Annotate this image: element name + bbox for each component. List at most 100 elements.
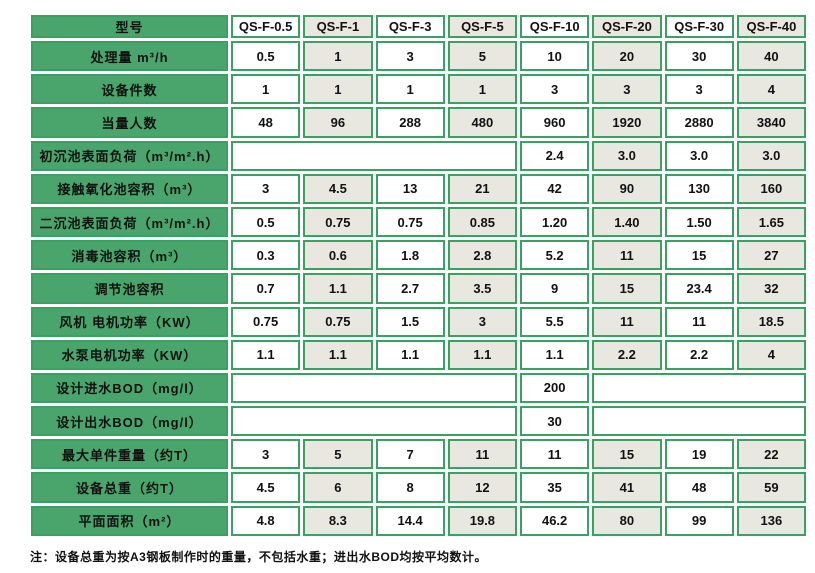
spec-cell: [231, 406, 517, 437]
model-header: QS-F-20: [592, 15, 662, 38]
spec-cell: 5: [303, 439, 373, 470]
spec-cell: 3: [375, 41, 445, 72]
spec-cell: 80: [592, 505, 662, 536]
table-row: 平面面积（m²） 4.8 8.3 14.4 19.8 46.2 80 99 136: [31, 505, 806, 536]
spec-cell: 96: [303, 107, 373, 138]
spec-table: 型号 QS-F-0.5 QS-F-1 QS-F-3 QS-F-5 QS-F-10 QS-F-…: [28, 12, 809, 539]
row-label: 设备总重（约T）: [31, 472, 228, 503]
row-label: 二沉池表面负荷（m³/m².h）: [31, 206, 228, 238]
row-label: 消毒池容积（m³）: [31, 240, 228, 271]
row-label: 风机 电机功率（KW）: [31, 306, 228, 337]
spec-cell: 0.6: [303, 240, 373, 271]
spec-cell: 14.4: [375, 505, 445, 536]
table-row: 设备总重（约T） 4.5 6 8 12 35 41 48 59: [31, 472, 806, 503]
row-label: 处理量 m³/h: [31, 41, 228, 72]
model-header: QS-F-30: [664, 15, 734, 38]
spec-cell: 20: [592, 41, 662, 72]
spec-cell: 4.8: [231, 505, 301, 536]
spec-cell: 1.8: [375, 240, 445, 271]
footnote: 注：设备总重为按A3钢板制作时的重量，不包括水重；进出水BOD均按平均数计。: [30, 550, 488, 564]
spec-cell: 3: [231, 439, 301, 470]
spec-cell: 11: [592, 306, 662, 337]
spec-cell: 1.65: [736, 206, 806, 238]
row-label: 当量人数: [31, 107, 228, 138]
table-row: 接触氧化池容积（m³） 3 4.5 13 21 42 90 130 160: [31, 173, 806, 204]
spec-cell: 0.75: [375, 206, 445, 238]
model-header: QS-F-10: [520, 15, 590, 38]
spec-cell: 48: [664, 472, 734, 503]
spec-cell: 960: [520, 107, 590, 138]
spec-cell: 1.1: [231, 339, 301, 370]
spec-cell: 2.2: [664, 339, 734, 370]
spec-cell: 35: [520, 472, 590, 503]
spec-cell: 9: [520, 273, 590, 304]
model-header: QS-F-5: [447, 15, 517, 38]
model-header: QS-F-0.5: [231, 15, 301, 38]
spec-cell: 1920: [592, 107, 662, 138]
table-row: 风机 电机功率（KW） 0.75 0.75 1.5 3 5.5 11 11 18.5: [31, 306, 806, 337]
spec-cell: [592, 372, 806, 404]
model-header: QS-F-1: [303, 15, 373, 38]
spec-cell: 15: [664, 240, 734, 271]
spec-cell: 2.2: [592, 339, 662, 370]
spec-cell: 3: [231, 173, 301, 204]
spec-table-head: 型号 QS-F-0.5 QS-F-1 QS-F-3 QS-F-5 QS-F-10 QS-F-…: [31, 15, 806, 38]
spec-cell: 0.5: [231, 41, 301, 72]
table-row: 设计进水BOD（mg/l） 200: [31, 372, 806, 404]
spec-cell: 1.1: [303, 339, 373, 370]
row-label: 设计进水BOD（mg/l）: [31, 372, 228, 404]
spec-cell: 1: [375, 74, 445, 105]
spec-cell: 1.50: [664, 206, 734, 238]
spec-cell: 30: [664, 41, 734, 72]
spec-cell: 288: [375, 107, 445, 138]
spec-cell: 5: [447, 41, 517, 72]
spec-cell: 200: [520, 372, 590, 404]
spec-cell: 4: [736, 74, 806, 105]
spec-cell: 160: [736, 173, 806, 204]
spec-cell: 2.4: [520, 140, 590, 171]
spec-cell: 19.8: [447, 505, 517, 536]
model-header: QS-F-3: [375, 15, 445, 38]
spec-cell: 27: [736, 240, 806, 271]
row-label: 设计出水BOD（mg/l）: [31, 406, 228, 437]
table-row: 二沉池表面负荷（m³/m².h） 0.5 0.75 0.75 0.85 1.20 1.40 1…: [31, 206, 806, 238]
spec-cell: 3: [447, 306, 517, 337]
table-row: 初沉池表面负荷（m³/m².h） 2.4 3.0 3.0 3.0: [31, 140, 806, 171]
spec-cell: 41: [592, 472, 662, 503]
table-row: 消毒池容积（m³） 0.3 0.6 1.8 2.8 5.2 11 15 27: [31, 240, 806, 271]
table-row: 当量人数 48 96 288 480 960 1920 2880 3840: [31, 107, 806, 138]
header-model-label: 型号: [31, 15, 228, 38]
spec-cell: 136: [736, 505, 806, 536]
spec-cell: 48: [231, 107, 301, 138]
spec-cell: 11: [447, 439, 517, 470]
spec-cell: 99: [664, 505, 734, 536]
spec-cell: 1: [447, 74, 517, 105]
spec-cell: 1: [231, 74, 301, 105]
spec-cell: 3.0: [664, 140, 734, 171]
spec-cell: 480: [447, 107, 517, 138]
spec-cell: 1.1: [303, 273, 373, 304]
spec-cell: 15: [592, 273, 662, 304]
spec-cell: 3.0: [592, 140, 662, 171]
spec-cell: 1.1: [520, 339, 590, 370]
spec-cell: 12: [447, 472, 517, 503]
spec-cell: 3: [664, 74, 734, 105]
row-label: 平面面积（m²）: [31, 505, 228, 536]
spec-cell: 4.5: [303, 173, 373, 204]
spec-cell: 3: [520, 74, 590, 105]
row-label: 最大单件重量（约T）: [31, 439, 228, 470]
spec-cell: 7: [375, 439, 445, 470]
spec-cell: 130: [664, 173, 734, 204]
row-label: 调节池容积: [31, 273, 228, 304]
spec-cell: 1.1: [447, 339, 517, 370]
spec-cell: 0.75: [231, 306, 301, 337]
model-header: QS-F-40: [736, 15, 806, 38]
spec-cell: 22: [736, 439, 806, 470]
spec-cell: 5.2: [520, 240, 590, 271]
spec-cell: 23.4: [664, 273, 734, 304]
row-label: 水泵电机功率（KW）: [31, 339, 228, 370]
spec-cell: 15: [592, 439, 662, 470]
spec-cell: 3.0: [736, 140, 806, 171]
spec-cell: 21: [447, 173, 517, 204]
spec-cell: 59: [736, 472, 806, 503]
